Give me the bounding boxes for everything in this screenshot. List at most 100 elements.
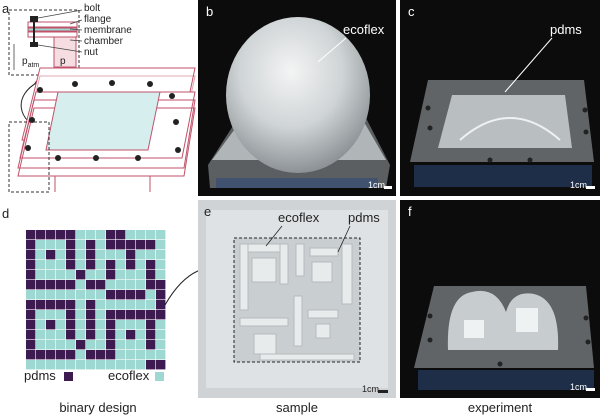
grid-cell: [56, 250, 66, 260]
grid-cell: [36, 240, 46, 250]
grid-cell: [66, 290, 76, 300]
grid-cell: [46, 260, 56, 270]
grid-cell: [106, 270, 116, 280]
grid-cell: [66, 240, 76, 250]
grid-cell: [136, 310, 146, 320]
grid-cell: [66, 300, 76, 310]
grid-cell: [76, 240, 86, 250]
grid-cell: [86, 340, 96, 350]
grid-cell: [136, 330, 146, 340]
grid-cell: [106, 340, 116, 350]
grid-cell: [46, 280, 56, 290]
grid-cell: [146, 330, 156, 340]
grid-cell: [56, 230, 66, 240]
flange-diagram: [8, 9, 196, 193]
grid-cell: [56, 350, 66, 360]
grid-cell: [156, 240, 166, 250]
grid-cell: [156, 330, 166, 340]
grid-cell: [26, 360, 36, 370]
grid-cell: [156, 340, 166, 350]
membrane-panel: [45, 91, 161, 151]
grid-cell: [96, 300, 106, 310]
grid-cell: [126, 350, 136, 360]
grid-cell: [76, 320, 86, 330]
grid-cell: [116, 230, 126, 240]
inset-label-patm: patm: [22, 56, 40, 69]
grid-cell: [146, 260, 156, 270]
grid-cell: [86, 240, 96, 250]
inset-label-bolt: bolt: [84, 3, 101, 14]
grid-cell: [56, 310, 66, 320]
grid-cell: [56, 320, 66, 330]
grid-cell: [156, 250, 166, 260]
scale-label-c: 1cm: [570, 180, 588, 190]
grid-cell: [26, 350, 36, 360]
grid-cell: [26, 230, 36, 240]
grid-cell: [106, 290, 116, 300]
grid-cell: [116, 310, 126, 320]
grid-cell: [116, 290, 126, 300]
grid-cell: [26, 290, 36, 300]
grid-cell: [76, 270, 86, 280]
grid-cell: [96, 240, 106, 250]
label-pdms-c: pdms: [550, 22, 582, 37]
grid-cell: [76, 280, 86, 290]
scale-bar-f: [586, 388, 595, 391]
grid-cell: [106, 360, 116, 370]
grid-cell: [36, 360, 46, 370]
grid-cell: [36, 290, 46, 300]
photo-pdms: c pdms 1cm: [400, 0, 600, 196]
grid-cell: [156, 320, 166, 330]
grid-cell: [146, 310, 156, 320]
grid-cell: [76, 250, 86, 260]
grid-cell: [116, 360, 126, 370]
grid-cell: [46, 300, 56, 310]
chamber-region: [53, 36, 77, 68]
photo-ecoflex: b ecoflex 1cm: [198, 0, 396, 196]
grid-cell: [106, 310, 116, 320]
grid-cell: [26, 300, 36, 310]
grid-cell: [156, 290, 166, 300]
label-ecoflex-e: ecoflex: [278, 210, 320, 225]
grid-cell: [66, 250, 76, 260]
grid-cell: [36, 310, 46, 320]
grid-cell: [26, 280, 36, 290]
grid-cell: [86, 260, 96, 270]
grid-cell: [106, 350, 116, 360]
grid-cell: [66, 270, 76, 280]
grid-cell: [36, 270, 46, 280]
grid-cell: [56, 340, 66, 350]
grid-cell: [76, 340, 86, 350]
label-pdms-e: pdms: [348, 210, 380, 225]
caption-sample: sample: [276, 400, 318, 415]
grid-cell: [76, 260, 86, 270]
legend-ecoflex-swatch: [155, 372, 164, 381]
grid-cell: [56, 360, 66, 370]
bolt-icon: [30, 16, 38, 22]
grid-cell: [46, 250, 56, 260]
grid-cell: [56, 300, 66, 310]
grid-cell: [86, 310, 96, 320]
grid-cell: [146, 300, 156, 310]
nut-icon: [30, 42, 38, 47]
grid-cell: [156, 260, 166, 270]
grid-cell: [136, 240, 146, 250]
grid-cell: [96, 290, 106, 300]
grid-cell: [86, 300, 96, 310]
grid-cell: [136, 340, 146, 350]
grid-cell: [86, 320, 96, 330]
legend-pdms-swatch: [64, 372, 73, 381]
scale-label-e: 1cm: [362, 384, 380, 394]
grid-cell: [36, 260, 46, 270]
grid-cell: [46, 310, 56, 320]
grid-cell: [126, 300, 136, 310]
grid-cell: [126, 310, 136, 320]
grid-cell: [56, 330, 66, 340]
grid-cell: [26, 310, 36, 320]
caption-experiment: experiment: [467, 400, 533, 415]
grid-cell: [146, 240, 156, 250]
grid-cell: [106, 330, 116, 340]
label-ecoflex-b: ecoflex: [343, 22, 385, 37]
photo-sample: e ecoflex pdms 1cm: [198, 200, 396, 398]
grid-cell: [146, 350, 156, 360]
